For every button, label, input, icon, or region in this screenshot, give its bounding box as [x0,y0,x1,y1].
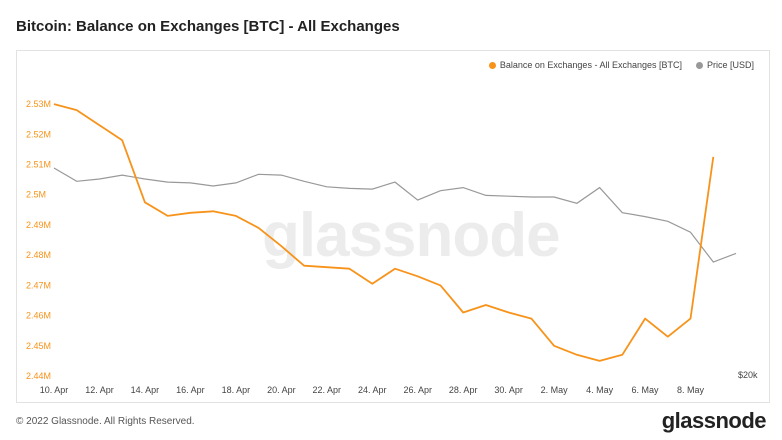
x-tick-label: 18. Apr [222,385,251,395]
x-tick-label: 6. May [632,385,660,395]
chart-legend: Balance on Exchanges - All Exchanges [BT… [488,60,754,70]
x-tick-label: 22. Apr [313,385,342,395]
x-tick-label: 12. Apr [85,385,114,395]
legend-dot-price [695,61,703,69]
y-tick-label: 2.44M [26,371,51,381]
legend-item-balance[interactable]: Balance on Exchanges - All Exchanges [BT… [488,60,682,70]
legend-dot-balance [488,61,496,69]
y-tick-label: 2.45M [26,341,51,351]
copyright-footer: © 2022 Glassnode. All Rights Reserved. [16,416,195,427]
x-tick-label: 20. Apr [267,385,296,395]
y-tick-label: 2.53M [26,99,51,109]
x-tick-label: 16. Apr [176,385,205,395]
right-axis-label: $20k [738,370,758,380]
x-tick-label: 28. Apr [449,385,478,395]
y-tick-label: 2.49M [26,220,51,230]
y-tick-label: 2.5M [26,190,46,200]
x-tick-label: 8. May [677,385,705,395]
x-tick-label: 26. Apr [403,385,432,395]
x-tick-label: 10. Apr [40,385,69,395]
legend-item-price[interactable]: Price [USD] [695,60,754,70]
x-tick-label: 2. May [541,385,569,395]
legend-label-price: Price [USD] [706,60,754,70]
y-tick-label: 2.47M [26,280,51,290]
y-tick-label: 2.46M [26,311,51,321]
x-tick-label: 30. Apr [494,385,523,395]
x-tick-label: 14. Apr [131,385,160,395]
chart-panel [16,50,770,403]
series-line-balance [53,103,715,362]
legend-label-balance: Balance on Exchanges - All Exchanges [BT… [499,60,682,70]
chart-title: Bitcoin: Balance on Exchanges [BTC] - Al… [16,18,400,35]
x-tick-label: 24. Apr [358,385,387,395]
x-tick-label: 4. May [586,385,614,395]
glassnode-logo: glassnode [661,408,767,433]
y-tick-label: 2.52M [26,129,51,139]
y-tick-label: 2.48M [26,250,51,260]
series-line-price [53,167,737,263]
y-tick-label: 2.51M [26,159,51,169]
